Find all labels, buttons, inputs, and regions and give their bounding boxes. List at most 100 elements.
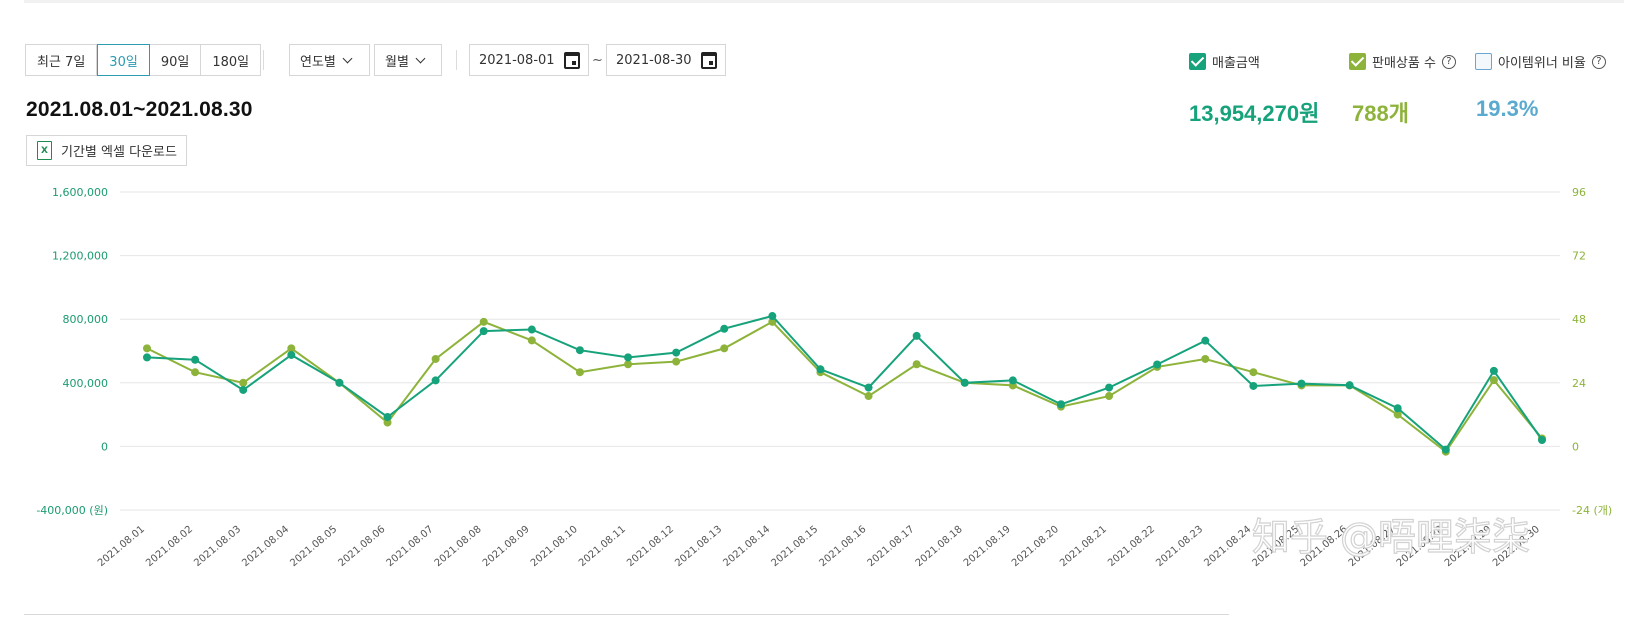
calendar-icon[interactable] [701,52,717,69]
items-data-point [143,344,151,353]
date-range-separator: ~ [592,53,603,68]
sales-total-value: 13,954,270원 [1189,101,1320,126]
x-tick-label: 2021.08.21 [1058,524,1109,569]
x-tick-label: 2021.08.12 [625,524,676,569]
period-90-days-button[interactable]: 90일 [149,45,202,75]
sales-data-point [1249,381,1258,390]
sales-data-point [1153,360,1162,369]
y-left-tick-label: -400,000 (원) [36,504,108,517]
sales-data-point [1441,445,1450,454]
items-data-point [1105,392,1114,401]
x-tick-label: 2021.08.10 [529,524,580,569]
x-tick-label: 2021.08.16 [818,524,869,569]
watermark-text: 知乎 @唔哩柒柒 [1252,515,1530,559]
sales-data-point [239,385,248,394]
sales-data-point [720,324,729,333]
checkbox-unchecked-icon[interactable] [1475,53,1492,70]
sales-data-point [960,378,969,387]
sales-data-point [527,325,536,334]
y-right-tick-label: 0 [1572,440,1579,453]
items-data-point [239,378,248,387]
sales-data-point [1105,383,1114,392]
chevron-down-icon [342,53,353,63]
start-date-input[interactable]: 2021-08-01 [469,44,589,76]
legend-sales-toggle[interactable]: 매출금액 [1189,52,1260,71]
sales-data-point [1008,376,1017,385]
items-data-point [527,336,536,345]
x-tick-label: 2021.08.03 [192,524,243,569]
excel-download-label: 기간별 엑셀 다운로드 [61,145,177,160]
sales-series-line [146,314,1543,452]
y-right-tick-label: -24 (개) [1572,504,1612,517]
sales-data-point [575,346,584,355]
y-left-tick-label: 1,600,000 [52,186,108,199]
excel-download-button[interactable]: X 기간별 엑셀 다운로드 [26,135,187,166]
x-tick-label: 2021.08.08 [433,524,484,569]
sales-data-point [1538,436,1546,445]
x-tick-label: 2021.08.22 [1106,524,1157,569]
items-data-point [1201,354,1210,363]
items-data-point [864,392,873,401]
items-data-point [1489,376,1498,385]
toolbar-separator [263,50,264,70]
sales-data-point [816,365,825,374]
monthly-dropdown[interactable]: 월별 [374,44,442,76]
calendar-icon[interactable] [564,52,580,69]
top-divider [24,0,1624,3]
sales-data-point [143,353,151,362]
x-tick-label: 2021.08.24 [1202,524,1253,569]
items-data-point [383,418,392,427]
sales-data-point [1056,400,1065,409]
y-right-tick-label: 48 [1572,313,1586,326]
legend-label: 매출금액 [1212,56,1260,71]
items-total-value: 788개 [1352,101,1409,126]
yearly-dropdown-label: 연도별 [300,54,336,70]
x-tick-label: 2021.08.04 [240,524,291,569]
x-tick-label: 2021.08.14 [721,524,772,569]
legend-label: 아이템위너 비율 [1498,56,1586,71]
legend-label: 판매상품 수 [1372,56,1436,71]
end-date-value: 2021-08-30 [616,52,692,68]
y-left-tick-label: 800,000 [63,313,109,326]
checkbox-checked-icon[interactable] [1189,53,1206,70]
sales-data-point [672,348,681,357]
x-tick-label: 2021.08.11 [577,524,628,569]
help-icon[interactable]: ? [1441,54,1456,69]
items-data-point [1393,410,1402,419]
items-data-point [624,360,633,369]
monthly-dropdown-label: 월별 [385,54,409,70]
items-data-point [1249,368,1258,377]
period-180-days-button[interactable]: 180일 [201,45,261,75]
x-tick-label: 2021.08.20 [1010,524,1061,569]
legend-ratio-toggle[interactable]: 아이템위너 비율 ? [1475,52,1606,71]
items-data-point [575,368,584,377]
x-tick-label: 2021.08.01 [96,524,147,569]
items-series-line [146,320,1543,454]
sales-data-point [864,383,873,392]
sales-data-point [1393,404,1402,413]
help-icon[interactable]: ? [1591,54,1606,69]
sales-data-point [1297,379,1306,388]
sales-data-point [431,376,440,385]
sales-data-point [191,355,200,364]
checkbox-checked-icon[interactable] [1349,53,1366,70]
period-30-days-button[interactable]: 30일 [97,44,150,76]
items-data-point [287,344,296,353]
y-right-tick-label: 24 [1572,377,1586,390]
winner-ratio-value: 19.3% [1476,96,1539,121]
legend-items-toggle[interactable]: 판매상품 수 ? [1349,52,1456,71]
sales-data-point [479,327,488,336]
x-tick-label: 2021.08.17 [866,524,917,569]
end-date-input[interactable]: 2021-08-30 [606,44,726,76]
sales-data-point [287,350,296,359]
x-tick-label: 2021.08.18 [914,524,965,569]
sales-data-point [624,353,633,362]
yearly-dropdown[interactable]: 연도별 [289,44,370,76]
bottom-divider [24,614,1229,615]
y-right-tick-label: 96 [1572,186,1586,199]
period-7-days-button[interactable]: 최근 7일 [26,45,98,75]
items-data-point [191,368,200,377]
y-right-tick-label: 72 [1572,250,1586,263]
x-tick-label: 2021.08.07 [385,524,436,569]
period-selector: 최근 7일 30일 90일 180일 [25,44,262,76]
